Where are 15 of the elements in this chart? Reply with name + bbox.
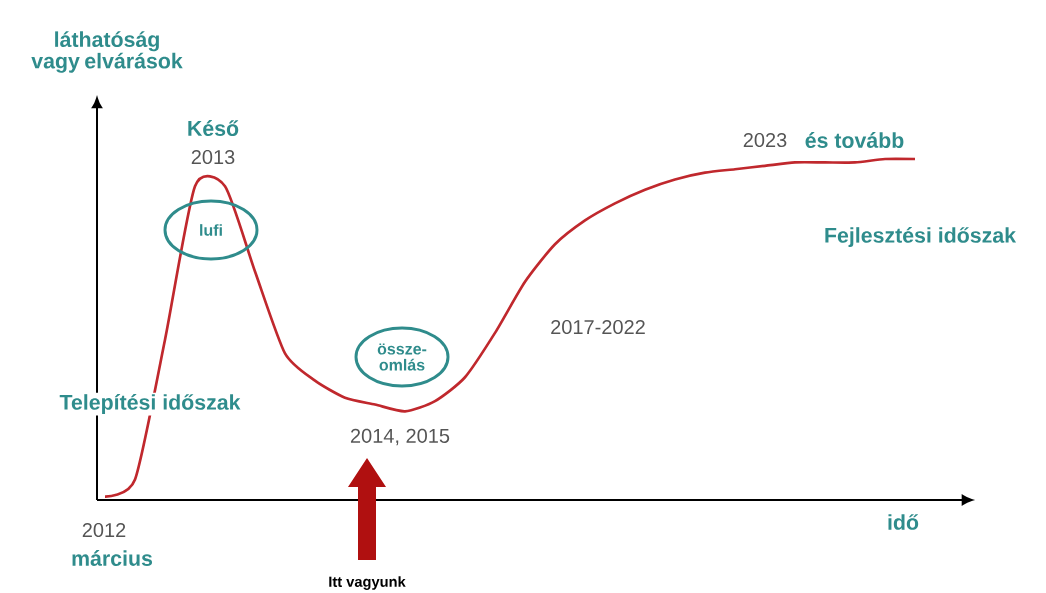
text: március (72, 550, 153, 566)
text: 2012 (82, 522, 126, 538)
annotation: Fejlesztési időszak (825, 226, 1017, 248)
text: Itt vagyunk (329, 576, 406, 590)
text: és tovább (805, 132, 904, 148)
annotation: 2013 (191, 149, 235, 165)
annotation: össze-omlás (377, 343, 427, 371)
x-axis-title: idő (888, 514, 919, 530)
y-axis-title: láthatóság vagy elvárások (31, 31, 183, 73)
text: 2023 (743, 132, 787, 148)
annotation: lufi (200, 224, 222, 236)
annotation: 2014, 2015 (350, 428, 450, 446)
text: Késő (188, 120, 239, 136)
annotation: Telepítési időszak (59, 393, 241, 415)
annotation: 2017-2022 (551, 319, 645, 335)
